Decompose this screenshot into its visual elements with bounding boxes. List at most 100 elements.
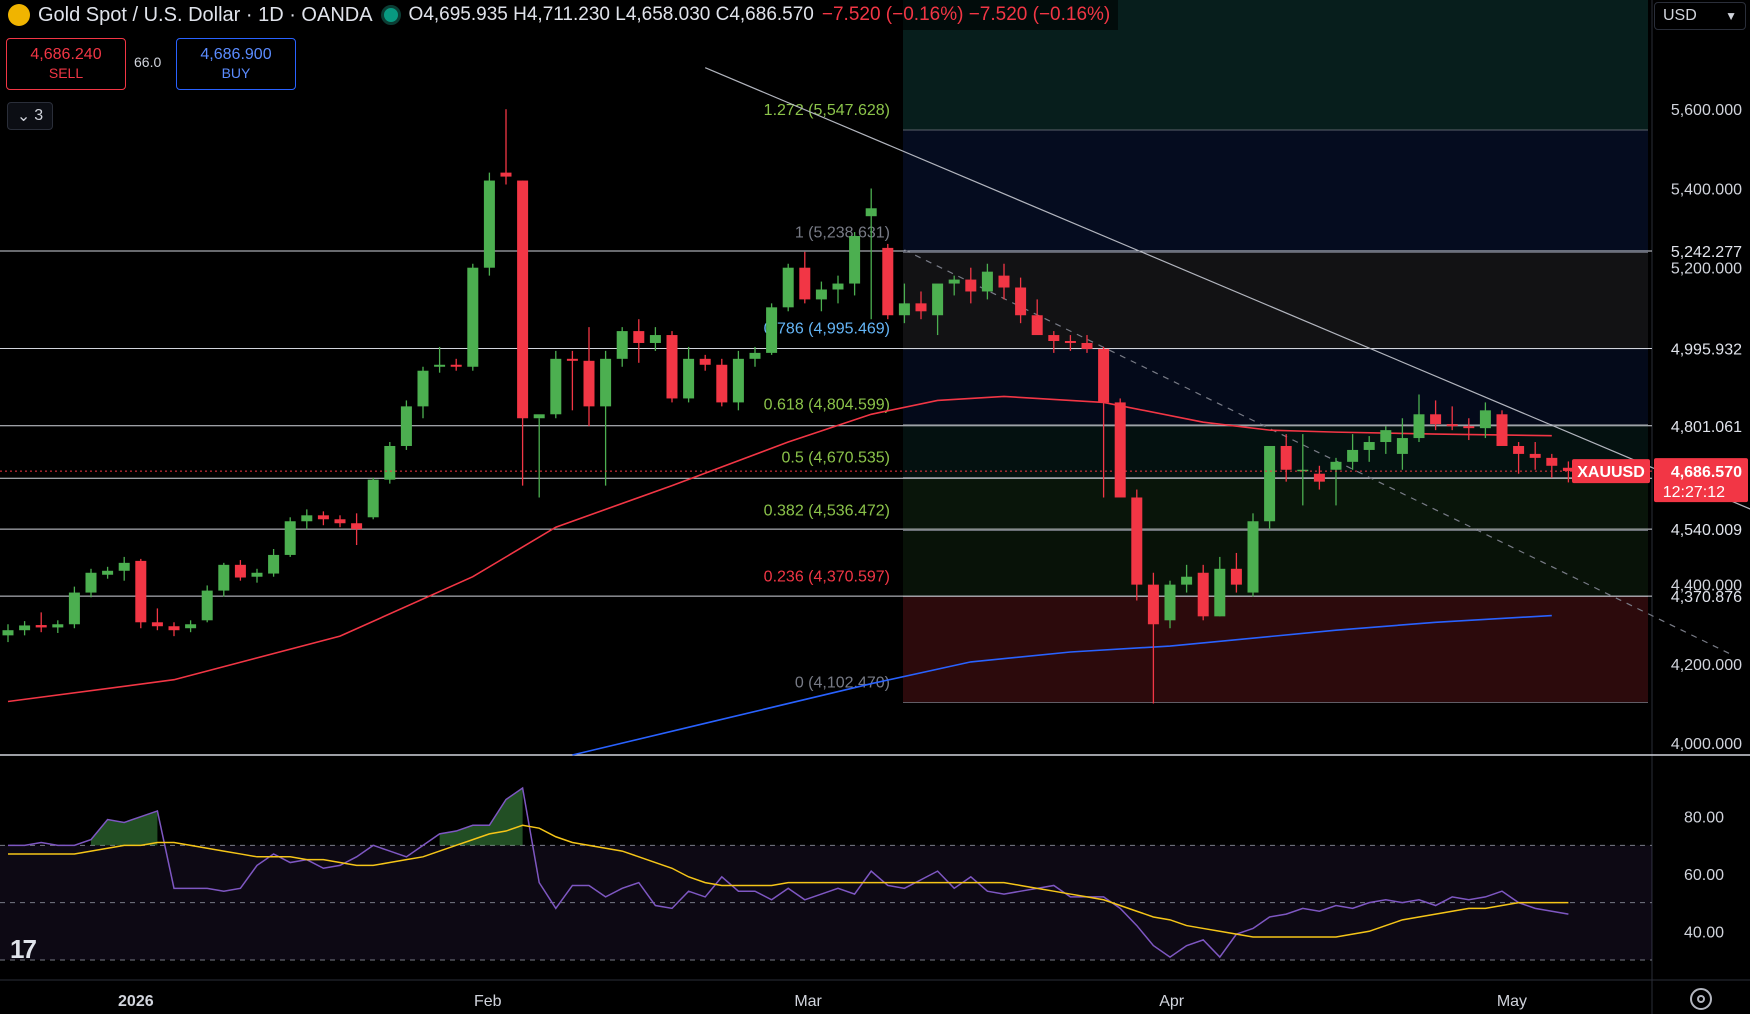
candle-body [1396, 438, 1408, 454]
tradingview-logo[interactable]: 17 [10, 934, 37, 964]
candle-body [699, 358, 711, 365]
candle-body [1529, 453, 1541, 458]
candle-body [284, 521, 296, 555]
candle [1015, 277, 1027, 324]
candle-body [948, 279, 960, 284]
candle-body [19, 625, 31, 631]
candle [483, 172, 495, 276]
time-tick-label: Apr [1159, 993, 1185, 1010]
ohlc-values: O4,695.935 H4,711.230 L4,658.030 C4,686.… [408, 4, 814, 25]
price-tick-label: 4,400.000 [1671, 578, 1742, 595]
fib-zone [903, 477, 1648, 531]
candle-body [998, 275, 1010, 288]
rsi-band-fill [0, 845, 1652, 960]
candle-body [151, 622, 163, 627]
candle [1297, 434, 1309, 506]
candle-body [85, 572, 97, 593]
candle [1446, 406, 1458, 431]
candle [517, 180, 529, 486]
candle [566, 350, 578, 411]
candle-body [52, 624, 64, 628]
fib-zone [903, 129, 1648, 253]
candle [1164, 580, 1176, 629]
fib-zone [903, 348, 1648, 425]
candle [1114, 398, 1126, 498]
candle [168, 622, 180, 637]
candle-body [1264, 445, 1276, 522]
candle-body [450, 364, 462, 367]
chevron-down-icon: ⌄ [16, 108, 31, 125]
candle [268, 548, 280, 577]
fib-zone [903, 252, 1648, 349]
candle [882, 243, 894, 320]
horizontal-line-label: 4,995.932 [1671, 342, 1742, 359]
candle [1363, 436, 1375, 462]
candle [384, 442, 396, 484]
candle-body [882, 247, 894, 316]
candle [400, 400, 412, 450]
change-values: −7.520 (−0.16%) −7.520 (−0.16%) [821, 4, 1111, 25]
candle-body [1297, 469, 1309, 472]
market-open-icon [380, 5, 401, 25]
candle-body [1015, 287, 1027, 316]
candle [2, 624, 14, 643]
candle [981, 263, 993, 300]
gold-coin-icon [8, 4, 30, 26]
last-price-label: 4,686.570 [1671, 464, 1742, 481]
candle [218, 562, 230, 597]
candle [1131, 489, 1143, 601]
candle [351, 513, 363, 546]
candle-body [135, 560, 147, 623]
candle-body [1081, 342, 1093, 349]
candle-body [334, 519, 346, 524]
candle-body [1413, 414, 1425, 439]
candle-body [417, 370, 429, 407]
candle [1247, 513, 1259, 597]
candle [1081, 335, 1093, 353]
spread-value: 66.0 [134, 54, 162, 70]
candle [749, 346, 761, 367]
settings-icon[interactable] [1690, 988, 1712, 1010]
candle-body [2, 630, 14, 636]
candle [832, 275, 844, 304]
candle [666, 331, 678, 403]
fib-level-label: 1.272 (5,547.628) [764, 102, 890, 119]
candle-body [849, 236, 861, 284]
candle [782, 263, 794, 312]
candle [1214, 556, 1226, 617]
buy-button[interactable]: 4,686.900 BUY [176, 38, 296, 90]
horizontal-line-label: 4,540.009 [1671, 522, 1742, 539]
candle [1529, 442, 1541, 470]
candle-body [102, 570, 114, 575]
candle [766, 303, 778, 355]
candle-body [168, 626, 180, 631]
candle-body [716, 364, 728, 403]
time-tick-label: 2026 [118, 993, 154, 1010]
candle-body [915, 303, 927, 312]
candle [68, 586, 80, 629]
horizontal-line-label-bg [1653, 518, 1750, 541]
candle [1048, 331, 1060, 353]
sell-button[interactable]: 4,686.240 SELL [6, 38, 126, 90]
fib-zone [903, 530, 1648, 597]
candle [932, 283, 944, 336]
candle [334, 515, 346, 528]
candle [1031, 299, 1043, 336]
candle-body [981, 271, 993, 292]
candle-body [865, 208, 877, 217]
candle [898, 283, 910, 324]
symbol-title[interactable]: Gold Spot / U.S. Dollar · 1D · OANDA [38, 3, 373, 26]
candle-body [118, 562, 130, 571]
indicators-toggle-button[interactable]: ⌄ 3 [7, 102, 53, 130]
candle [434, 346, 446, 373]
candle-body [683, 358, 695, 399]
candle-body [832, 283, 844, 290]
candle-body [1347, 449, 1359, 462]
candle [616, 327, 628, 367]
candle [1330, 457, 1342, 506]
buy-price: 4,686.900 [200, 46, 272, 63]
buy-label: BUY [221, 65, 251, 81]
candle-body [898, 303, 910, 316]
currency-selector[interactable]: USD ▼ [1654, 2, 1746, 30]
